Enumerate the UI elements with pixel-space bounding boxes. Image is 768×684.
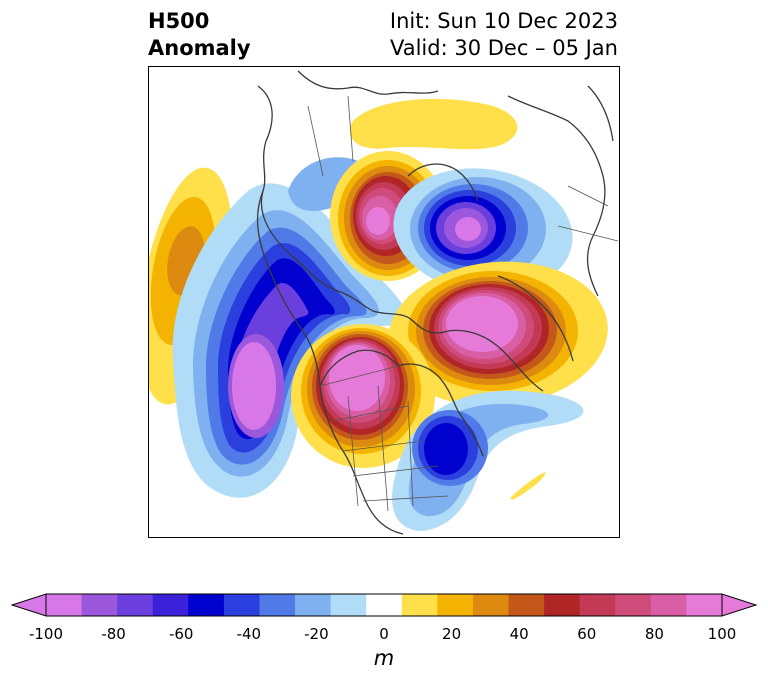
init-date: Init: Sun 10 Dec 2023: [389, 9, 618, 33]
colorbar-segment: [117, 594, 154, 616]
colorbar-segment: [472, 594, 510, 616]
colorbar-tick-label: -20: [304, 625, 329, 643]
colorbar-tick-label: 100: [707, 625, 737, 643]
positive-anomaly-canada: [291, 324, 435, 468]
title-left: H500 Anomaly: [148, 8, 251, 62]
anomaly-map: [148, 66, 620, 538]
colorbar-tick-label: 0: [379, 625, 389, 643]
colorbar-segment: [188, 594, 225, 616]
colorbar-segment: [366, 594, 403, 616]
colorbar-tick-label: -80: [101, 625, 126, 643]
colorbar-segment: [330, 594, 367, 616]
colorbar-segment: [81, 594, 118, 616]
valid-range: Valid: 30 Dec – 05 Jan: [389, 36, 618, 60]
colorbar-outline: [45, 593, 723, 617]
colorbar-segment: [259, 594, 296, 616]
colorbar: [10, 590, 758, 620]
title-field: Anomaly: [148, 36, 251, 60]
colorbar-segment: [437, 594, 474, 616]
colorbar-segment: [650, 594, 687, 616]
negative-anomaly-west: [172, 183, 407, 498]
colorbar-unit: m: [373, 646, 395, 670]
colorbar-tick-label: 60: [577, 625, 597, 643]
title-right: Init: Sun 10 Dec 2023 Valid: 30 Dec – 05…: [390, 8, 618, 62]
colorbar-tick-label: 20: [442, 625, 462, 643]
positive-anomaly-streak: [510, 472, 546, 500]
negative-anomaly-polar-east: [393, 168, 573, 294]
positive-anomaly-atlantic: [388, 261, 608, 407]
colorbar-tick-label: -40: [236, 625, 262, 643]
colorbar-segment: [152, 594, 189, 616]
colorbar-segment: [46, 594, 83, 616]
title-variable: H500: [148, 9, 210, 33]
coastlines: [256, 70, 614, 535]
colorbar-segment: [508, 594, 545, 616]
colorbar-segment: [544, 594, 581, 616]
colorbar-tick-label: -60: [168, 625, 194, 643]
colorbar-segment: [223, 594, 260, 616]
colorbar-extend-min: [10, 593, 47, 617]
colorbar-tick-label: 40: [509, 625, 529, 643]
colorbar-extend-max: [721, 593, 758, 617]
colorbar-segment: [615, 594, 652, 616]
colorbar-segment: [401, 594, 438, 616]
colorbar-tick-label: -100: [28, 625, 64, 643]
political-borders: [307, 95, 619, 512]
map-border: [148, 66, 620, 538]
colorbar-segment: [579, 594, 616, 616]
colorbar-segment: [686, 594, 723, 616]
anomaly-field: [148, 70, 619, 535]
colorbar-tick-label: 80: [644, 625, 664, 643]
positive-anomaly-north: [349, 98, 518, 150]
colorbar-segment: [295, 594, 332, 616]
